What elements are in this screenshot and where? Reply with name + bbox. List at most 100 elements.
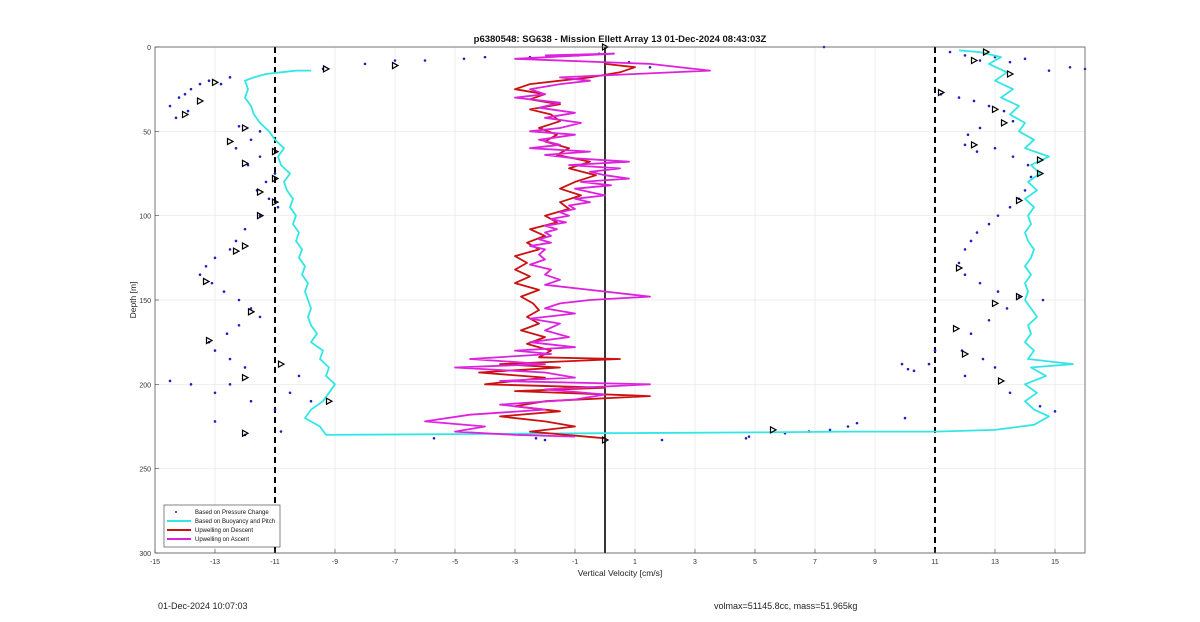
pressure-change-point xyxy=(1023,189,1027,192)
pressure-change-point xyxy=(462,57,466,61)
pressure-change-point xyxy=(1053,410,1057,413)
pressure-change-point xyxy=(276,205,280,209)
triangle-marker xyxy=(601,435,610,445)
triangle-marker xyxy=(256,188,265,197)
triangle-marker xyxy=(970,140,979,149)
pressure-change-point xyxy=(483,55,487,59)
pressure-change-point xyxy=(1029,175,1033,179)
pressure-change-point xyxy=(543,438,547,442)
pressure-change-point xyxy=(219,82,223,86)
pressure-change-point xyxy=(249,138,253,142)
chart-title: p6380548: SG638 - Mission Ellett Array 1… xyxy=(474,34,767,45)
pressure-change-point xyxy=(393,59,397,62)
x-tick-label: -13 xyxy=(210,559,220,566)
legend: Based on Pressure Change Based on Buoyan… xyxy=(163,504,281,548)
triangle-marker xyxy=(769,425,778,434)
pressure-change-point xyxy=(846,425,850,428)
pressure-change-point xyxy=(969,332,973,336)
triangle-marker xyxy=(325,397,334,406)
pressure-change-point xyxy=(222,290,226,293)
pressure-change-point xyxy=(981,357,985,361)
marker-layer xyxy=(181,42,1045,445)
pressure-change-point xyxy=(198,82,202,86)
pressure-change-point xyxy=(189,383,193,386)
pressure-change-point xyxy=(228,383,232,386)
pressure-change-point xyxy=(288,391,292,395)
triangle-marker xyxy=(952,324,961,333)
pressure-change-point xyxy=(648,65,652,69)
triangle-marker xyxy=(1015,292,1024,301)
pressure-change-point xyxy=(249,307,253,310)
pressure-change-point xyxy=(225,332,229,336)
pressure-change-point xyxy=(279,430,283,433)
pressure-change-point xyxy=(996,214,1000,217)
triangle-marker xyxy=(1036,155,1045,165)
pressure-change-point xyxy=(1023,57,1027,61)
pressure-change-point xyxy=(1005,307,1009,310)
x-tick-label: 15 xyxy=(1051,559,1059,566)
pressure-change-point xyxy=(234,239,238,243)
pressure-change-point xyxy=(249,399,253,403)
pressure-change-point xyxy=(987,104,991,108)
pressure-change-point xyxy=(972,99,976,103)
pressure-change-point xyxy=(975,231,979,234)
pressure-change-point xyxy=(1038,404,1042,408)
pressure-change-point xyxy=(747,435,751,438)
triangle-marker xyxy=(241,159,250,168)
x-tick-label: 1 xyxy=(633,559,637,566)
triangle-marker xyxy=(226,137,235,146)
triangle-marker xyxy=(961,349,970,358)
triangle-marker xyxy=(271,174,280,183)
pressure-change-point xyxy=(963,54,967,57)
x-tick-label: 7 xyxy=(813,559,817,566)
pressure-change-point xyxy=(177,96,181,99)
pressure-change-point xyxy=(963,273,967,277)
pressure-change-point xyxy=(1026,163,1030,167)
triangle-marker xyxy=(211,78,220,87)
x-axis-label: Vertical Velocity [cm/s] xyxy=(578,568,663,578)
pressure-change-point xyxy=(297,374,301,378)
pressure-change-point xyxy=(189,87,193,91)
triangle-marker xyxy=(181,110,190,119)
pressure-change-point xyxy=(273,172,277,175)
pressure-change-point xyxy=(969,239,973,243)
triangle-marker xyxy=(241,242,250,251)
triangle-marker xyxy=(277,360,286,369)
pressure-change-point xyxy=(174,116,178,120)
pressure-change-point xyxy=(234,146,238,150)
x-tick-label: -7 xyxy=(392,559,398,566)
x-tick-label: -15 xyxy=(150,559,160,566)
x-tick-label: 9 xyxy=(873,559,877,566)
pressure-change-point xyxy=(996,290,1000,293)
pressure-change-point xyxy=(912,369,916,373)
pressure-change-point xyxy=(957,261,961,265)
x-tick-label: -11 xyxy=(270,559,280,566)
pressure-change-point xyxy=(258,130,262,133)
pressure-change-point xyxy=(423,59,427,62)
based-on-buoyancy-and-pitch-line xyxy=(244,49,1074,436)
pressure-change-point xyxy=(243,366,247,369)
upwelling-on-ascent-line xyxy=(424,52,711,438)
pressure-change-point xyxy=(228,248,232,251)
pressure-change-point xyxy=(855,421,859,425)
pressure-change-point xyxy=(1011,119,1015,123)
pressure-change-point xyxy=(978,281,982,285)
pressure-change-point xyxy=(978,59,982,62)
x-tick-label: -3 xyxy=(512,559,518,566)
pressure-change-point xyxy=(948,50,952,54)
pressure-change-point xyxy=(900,362,904,366)
pressure-change-point xyxy=(966,133,970,137)
y-tick-label: 150 xyxy=(139,298,151,305)
pressure-change-point xyxy=(534,437,538,440)
triangle-marker xyxy=(241,373,250,382)
pressure-change-point xyxy=(168,379,172,383)
ticks: -15 -13 -11 -9 -7 -5 -3 -1 1 3 5 7 9 11 13 150501001502… xyxy=(139,45,1059,566)
triangle-marker xyxy=(256,211,265,220)
pressure-change-point xyxy=(1047,69,1051,72)
x-tick-label: 13 xyxy=(991,559,999,566)
pressure-change-point xyxy=(198,273,202,277)
pressure-change-point xyxy=(987,222,991,226)
triangle-marker xyxy=(1015,196,1024,205)
pressure-change-point xyxy=(1011,155,1015,158)
